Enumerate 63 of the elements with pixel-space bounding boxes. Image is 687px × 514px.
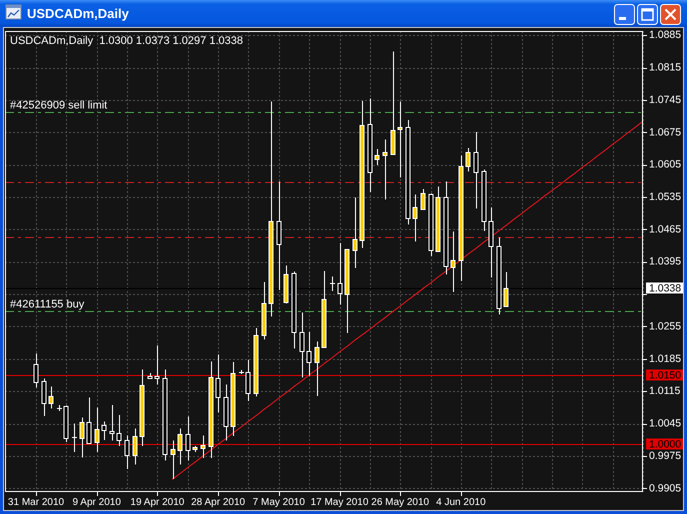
candlestick [116, 414, 122, 446]
candlestick [154, 344, 160, 385]
candlestick [382, 139, 388, 200]
candlestick [170, 440, 176, 480]
candlestick [216, 354, 220, 413]
candlestick [412, 194, 418, 242]
chart-title: USDCADm,Daily [27, 6, 130, 21]
candlestick [132, 428, 138, 466]
x-tick-label: 4 Jun 2010 [436, 497, 486, 508]
candlestick [466, 147, 470, 172]
candlestick [314, 340, 320, 396]
y-tick-label: 1.0675 [649, 126, 682, 138]
candlestick [390, 50, 396, 155]
x-tick-label: 26 May 2010 [371, 497, 430, 508]
line-series [172, 120, 644, 480]
candlestick [200, 435, 206, 459]
chart-subtitle: USDCADm,Daily 1.0300 1.0373 1.0297 1.0338 [10, 35, 243, 47]
x-tick-label: 19 Apr 2010 [130, 497, 185, 508]
candlestick [110, 404, 114, 442]
y-tick-label: 1.0115 [649, 385, 680, 398]
candlestick [124, 435, 130, 470]
candlestick [80, 417, 84, 458]
candlestick [450, 231, 456, 293]
y-tick-label: 1.0815 [649, 62, 682, 74]
x-tick-label: 9 Apr 2010 [72, 497, 122, 508]
y-tick-label: 1.0255 [649, 320, 682, 332]
candlestick [94, 406, 100, 453]
ref-line-label: 1.0000 [649, 438, 682, 450]
y-tick-label: 1.0045 [649, 418, 682, 430]
ref-line-label: #42611155 buy [10, 298, 85, 310]
ref-line-label: 1.0150 [649, 370, 682, 382]
candlestick [102, 421, 106, 441]
x-tick-label: 28 Apr 2010 [191, 497, 246, 508]
ref-line-label: #42526909 sell limit [10, 100, 108, 112]
candlestick [86, 397, 92, 444]
y-tick-label: 1.0535 [649, 190, 682, 203]
candlestick [72, 423, 78, 453]
candlestick [504, 271, 508, 308]
y-tick-label: 1.0605 [649, 158, 682, 171]
candlestick [330, 276, 336, 292]
x-tick-label: 31 Mar 2010 [8, 497, 65, 508]
candlestick [42, 378, 46, 417]
candlestick [48, 386, 54, 409]
candlestick [420, 188, 426, 210]
x-tick-label: 7 May 2010 [252, 497, 306, 508]
y-tick-label: 0.9905 [649, 482, 682, 494]
x-tick-label: 17 May 2010 [310, 497, 369, 508]
candlestick [352, 196, 358, 269]
y-tick-label: 1.0465 [649, 223, 682, 236]
candlestick [398, 101, 402, 178]
candlestick [474, 131, 478, 210]
candlestick [306, 332, 312, 376]
candlestick [34, 353, 38, 388]
candlestick [374, 148, 380, 166]
ref-line-label: 1.0338 [649, 282, 682, 294]
candlestick [186, 416, 190, 462]
candlestick [300, 312, 304, 378]
y-tick-label: 1.0395 [649, 256, 682, 268]
y-tick-label: 1.0745 [649, 94, 682, 106]
y-tick-label: 1.0885 [649, 29, 682, 42]
y-tick-label: 1.0185 [649, 352, 682, 365]
y-tick-label: 0.9975 [649, 450, 682, 462]
candlestick [178, 428, 182, 466]
